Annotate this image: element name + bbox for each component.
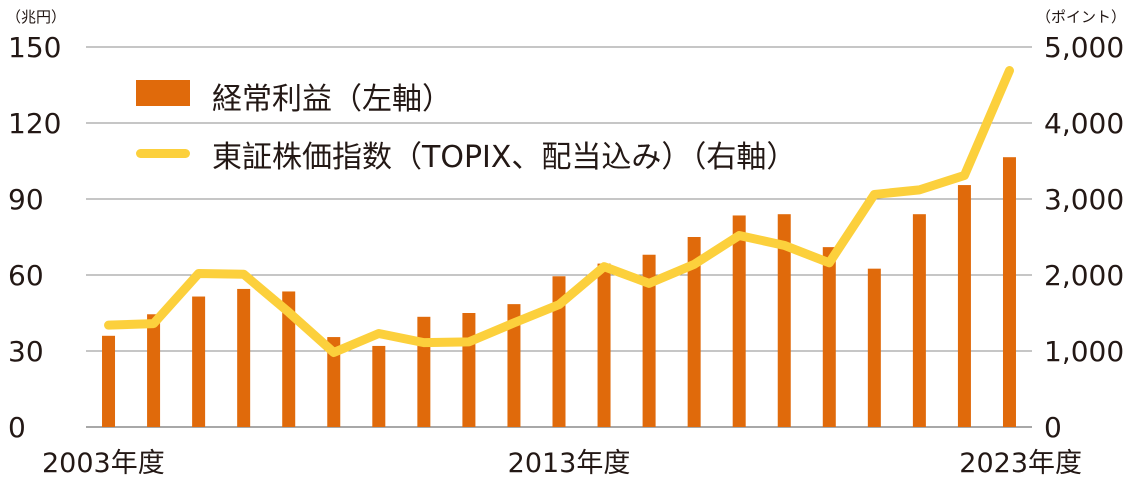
bar [867, 268, 881, 427]
bar [597, 263, 611, 427]
legend-line-swatch [136, 149, 190, 158]
right-axis-tick-label: 2,000 [1044, 259, 1124, 292]
bar [642, 254, 656, 427]
left-axis-tick-label: 30 [8, 335, 44, 368]
bar [777, 214, 791, 427]
left-axis-tick-label: 0 [8, 411, 26, 444]
left-axis-tick-label: 150 [8, 31, 61, 64]
bar [192, 296, 206, 427]
legend-line-label: 東証株価指数（TOPIX、配当込み）（右軸） [212, 140, 797, 175]
right-axis-tick-label: 5,000 [1044, 31, 1124, 64]
bar [237, 288, 251, 427]
bar [822, 247, 836, 427]
right-axis-tick-label: 3,000 [1044, 183, 1124, 216]
bar [912, 214, 926, 427]
bar [102, 335, 116, 427]
bar-series [102, 157, 1016, 427]
bar [327, 337, 341, 427]
bar [507, 304, 521, 427]
legend-bar-label: 経常利益（左軸） [212, 82, 452, 117]
bar [462, 313, 476, 427]
right-axis-unit: （ポイント） [1036, 8, 1127, 26]
bar [552, 276, 566, 427]
x-axis-tick-label: 2023年度 [959, 448, 1082, 479]
bar [147, 314, 161, 427]
legend-bar-swatch [136, 80, 190, 106]
left-axis-tick-label: 120 [8, 107, 61, 140]
bar [732, 215, 746, 427]
x-axis-tick-label: 2013年度 [508, 448, 631, 479]
right-axis-tick-label: 1,000 [1044, 335, 1124, 368]
x-axis-ticks: 2003年度 2013年度 2023年度 [42, 448, 1082, 479]
right-axis-tick-label: 0 [1044, 411, 1062, 444]
bar [372, 345, 386, 427]
left-axis-ticks: 0 30 60 90 120 150 [8, 31, 61, 444]
left-axis-unit: （兆円） [6, 8, 67, 26]
left-axis-tick-label: 60 [8, 259, 44, 292]
bar [687, 237, 701, 427]
right-axis-ticks: 0 1,000 2,000 3,000 4,000 5,000 [1044, 31, 1124, 444]
x-axis-tick-label: 2003年度 [42, 448, 165, 479]
bar [282, 291, 296, 427]
right-axis-tick-label: 4,000 [1044, 107, 1124, 140]
line-series [104, 66, 1014, 358]
left-axis-tick-label: 90 [8, 183, 44, 216]
bar [1002, 157, 1016, 427]
bar [417, 316, 431, 427]
bar [957, 185, 971, 427]
